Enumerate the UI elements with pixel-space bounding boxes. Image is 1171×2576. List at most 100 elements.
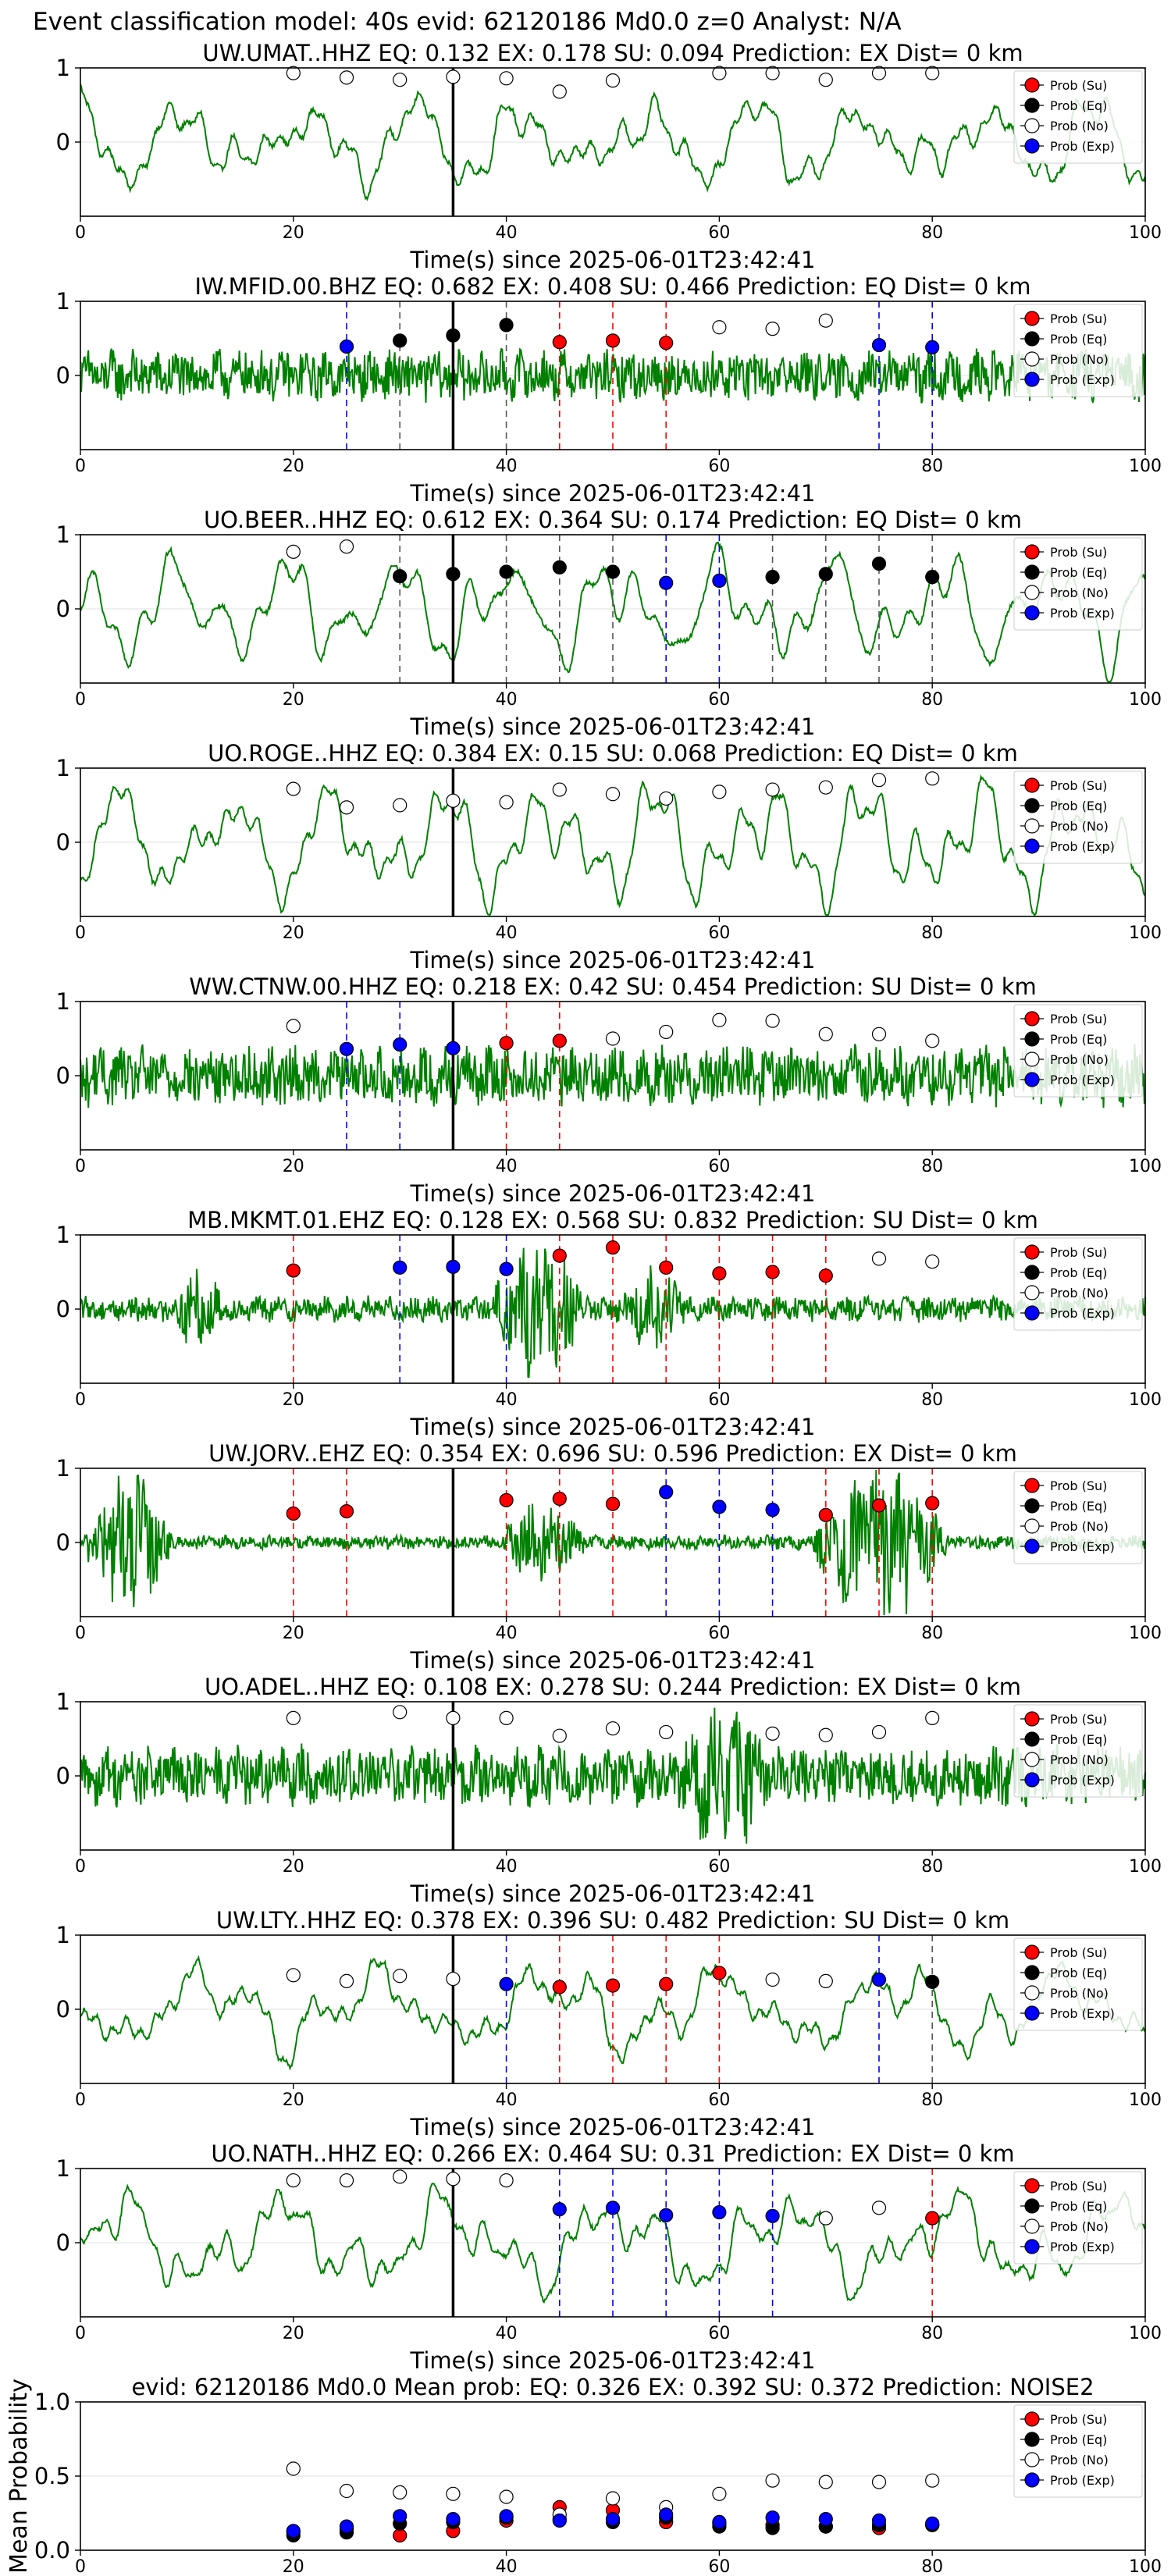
legend-marker-eq — [1024, 564, 1040, 580]
legend-box — [1013, 1704, 1143, 1798]
legend: Prob (Su) Prob (Eq) Prob (No) Prob (Exp) — [1013, 2404, 1143, 2498]
prob-point-eq — [925, 1974, 940, 1989]
legend-box — [1013, 1004, 1143, 1098]
x-tick-label: 0 — [75, 2324, 86, 2343]
x-tick-label: 0 — [75, 223, 86, 243]
prob-point-su — [339, 1503, 354, 1519]
x-tick-label: 40 — [496, 457, 518, 476]
legend-marker-no — [1024, 2218, 1040, 2234]
x-tick-label: 20 — [283, 457, 304, 476]
x-tick-label: 100 — [1129, 1857, 1162, 1877]
legend-marker-eq — [1024, 2198, 1040, 2214]
legend-label-exp: Prob (Exp) — [1050, 2240, 1115, 2254]
mean-prob-point-su — [393, 2528, 408, 2543]
panel-title: WW.CTNW.00.HHZ EQ: 0.218 EX: 0.42 SU: 0.… — [189, 973, 1037, 1000]
prob-point-no — [552, 782, 567, 797]
x-tick-label: 40 — [496, 223, 518, 243]
prob-point-no — [605, 787, 621, 802]
prob-point-eq — [925, 570, 940, 585]
panel-title: UW.LTY..HHZ EQ: 0.378 EX: 0.396 SU: 0.48… — [216, 1907, 1009, 1934]
legend-label-exp: Prob (Exp) — [1050, 1306, 1115, 1321]
waveform — [80, 774, 1146, 916]
prob-point-no — [818, 2211, 833, 2226]
prob-point-no — [925, 1710, 940, 1725]
legend-box — [1013, 1237, 1143, 1331]
prob-point-no — [712, 320, 727, 335]
figure-title: Event classification model: 40s evid: 62… — [33, 8, 902, 36]
x-tick-label: 60 — [708, 1157, 730, 1176]
legend-marker-no — [1024, 351, 1040, 367]
x-tick-label: 40 — [496, 1857, 518, 1877]
x-tick-label: 80 — [921, 2090, 943, 2110]
panel-4: WW.CTNW.00.HHZ EQ: 0.218 EX: 0.42 SU: 0.… — [56, 973, 1162, 1207]
y-tick-label: 0 — [56, 1529, 70, 1556]
prob-point-exp — [393, 1260, 408, 1275]
legend-box — [1013, 770, 1143, 864]
x-tick-label: 80 — [921, 1390, 943, 1410]
legend-label-su: Prob (Su) — [1050, 1012, 1107, 1026]
prob-point-eq — [499, 318, 514, 333]
legend-label-eq: Prob (Eq) — [1050, 2432, 1107, 2447]
prob-point-no — [925, 771, 940, 786]
panel-5: MB.MKMT.01.EHZ EQ: 0.128 EX: 0.568 SU: 0… — [56, 1207, 1162, 1440]
panel-title: MB.MKMT.01.EHZ EQ: 0.128 EX: 0.568 SU: 0… — [187, 1207, 1038, 1233]
prob-point-no — [605, 1721, 621, 1736]
x-tick-label: 20 — [283, 923, 304, 943]
legend-label-eq: Prob (Eq) — [1050, 2199, 1107, 2214]
legend-box — [1013, 70, 1143, 164]
x-tick-label: 100 — [1129, 2090, 1162, 2110]
legend-marker-no — [1024, 1752, 1040, 1767]
prob-point-exp — [712, 1500, 727, 1514]
legend-marker-su — [1024, 544, 1040, 560]
waveform — [80, 1044, 1146, 1108]
x-tick-label: 100 — [1129, 1157, 1162, 1176]
x-tick-label: 40 — [496, 2557, 518, 2576]
legend-marker-su — [1024, 2411, 1040, 2427]
legend-marker-no — [1024, 1051, 1040, 1067]
panel-7: UO.ADEL..HHZ EQ: 0.108 EX: 0.278 SU: 0.2… — [56, 1674, 1162, 1907]
waveform — [80, 347, 1146, 404]
mean-prob-point-exp — [925, 2516, 940, 2531]
prob-point-no — [286, 781, 301, 796]
panel-title: UO.ROGE..HHZ EQ: 0.384 EX: 0.15 SU: 0.06… — [208, 740, 1018, 767]
prob-point-no — [765, 1013, 780, 1028]
mean-prob-point-exp — [499, 2509, 514, 2524]
prob-point-no — [871, 1026, 887, 1041]
legend-label-exp: Prob (Exp) — [1050, 1539, 1115, 1554]
legend-marker-exp — [1024, 2239, 1040, 2254]
prob-point-eq — [393, 333, 408, 348]
prob-point-eq — [605, 564, 621, 579]
prob-point-no — [925, 1254, 940, 1269]
x-tick-label: 100 — [1129, 2557, 1162, 2576]
waveform — [80, 1247, 1146, 1379]
x-axis-label: Time(s) since 2025-06-01T23:42:41 — [410, 2347, 816, 2374]
y-tick-label: 1 — [56, 988, 70, 1015]
legend-marker-su — [1024, 2178, 1040, 2194]
x-tick-label: 100 — [1129, 690, 1162, 710]
prob-point-no — [393, 798, 408, 813]
panel-8: UW.LTY..HHZ EQ: 0.378 EX: 0.396 SU: 0.48… — [56, 1907, 1162, 2140]
prob-point-no — [818, 1727, 833, 1742]
prob-point-no — [765, 782, 780, 797]
y-tick-label: 1 — [56, 755, 70, 781]
legend-marker-exp — [1024, 2005, 1040, 2021]
x-tick-label: 0 — [75, 2090, 86, 2110]
y-tick-label: 1 — [56, 521, 70, 548]
x-axis-label: Time(s) since 2025-06-01T23:42:41 — [410, 1880, 816, 1907]
prob-point-su — [712, 1266, 727, 1281]
prob-point-su — [552, 1980, 567, 1994]
panel-title: evid: 62120186 Md0.0 Mean prob: EQ: 0.32… — [131, 2374, 1094, 2400]
x-tick-label: 40 — [496, 690, 518, 710]
legend-box — [1013, 304, 1143, 397]
prob-point-no — [925, 66, 940, 80]
legend-label-no: Prob (No) — [1050, 585, 1109, 600]
mean-prob-point-no — [925, 2473, 940, 2488]
legend-marker-no — [1024, 818, 1040, 834]
legend-label-su: Prob (Su) — [1050, 1478, 1107, 1493]
legend-marker-su — [1024, 1944, 1040, 1960]
legend-box — [1013, 2171, 1143, 2265]
x-tick-label: 60 — [708, 1624, 730, 1643]
x-tick-label: 20 — [283, 690, 304, 710]
y-tick-label: 0 — [56, 362, 70, 389]
prob-point-eq — [446, 567, 461, 582]
